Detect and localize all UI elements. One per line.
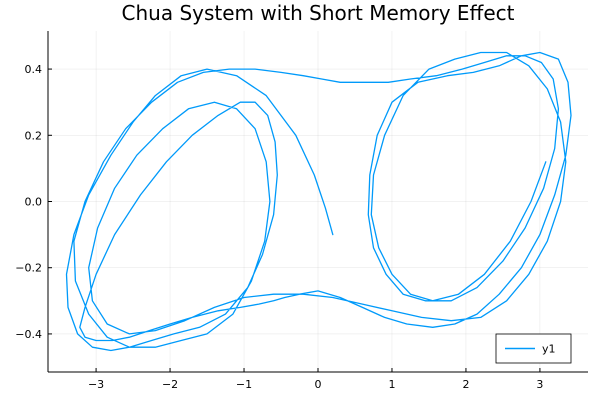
axis-ticks: −3 −2 −1 0 1 2 3 −0.4 −0.2 0.0 0.2 0.4 (15, 63, 543, 391)
y-tick-label: −0.2 (15, 262, 42, 275)
x-tick-label: −1 (236, 378, 252, 391)
legend: y1 (495, 333, 572, 364)
x-tick-label: 0 (315, 378, 322, 391)
x-tick-label: −3 (88, 378, 104, 391)
x-tick-label: 3 (536, 378, 543, 391)
x-tick-label: 1 (388, 378, 395, 391)
x-tick-label: 2 (462, 378, 469, 391)
plot-series-layer (65, 51, 572, 352)
y-tick-label: −0.4 (15, 328, 42, 341)
y-tick-label: 0.2 (25, 129, 43, 142)
y-tick-label: 0.0 (25, 196, 43, 209)
series-line-y1 (65, 51, 572, 352)
y-tick-label: 0.4 (25, 63, 43, 76)
legend-label-y1: y1 (542, 343, 556, 356)
x-tick-label: −2 (162, 378, 178, 391)
chart-title: Chua System with Short Memory Effect (122, 1, 515, 25)
